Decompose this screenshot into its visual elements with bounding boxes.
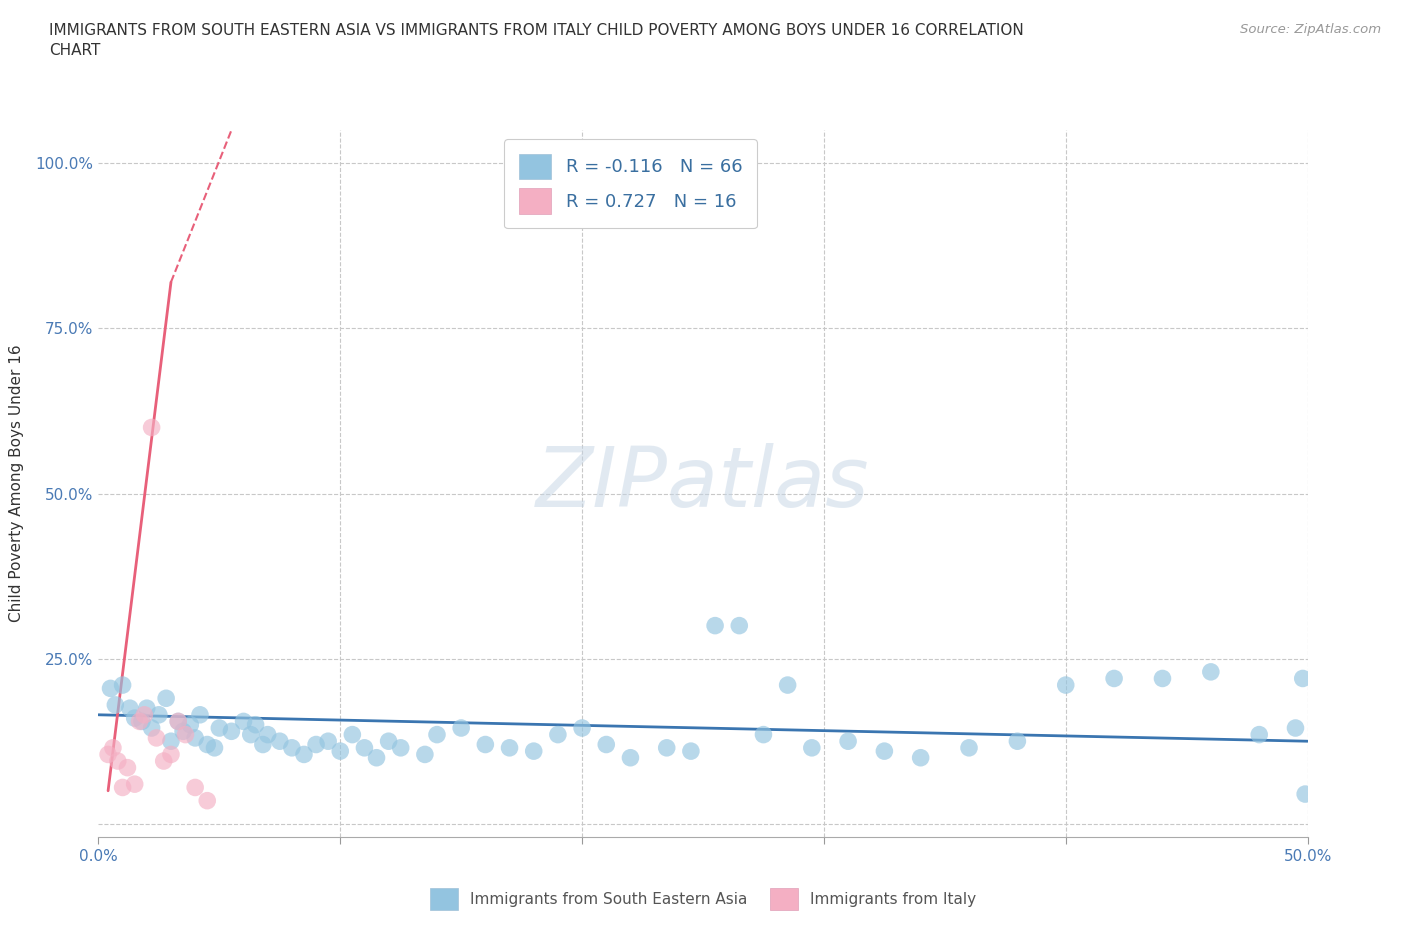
Point	[752, 727, 775, 742]
Point	[221, 724, 243, 738]
Point	[305, 737, 328, 752]
Point	[281, 740, 304, 755]
Legend: R = -0.116   N = 66, R = 0.727   N = 16: R = -0.116 N = 66, R = 0.727 N = 16	[505, 140, 756, 228]
Point	[141, 420, 163, 435]
Point	[366, 751, 388, 765]
Point	[134, 708, 156, 723]
Point	[100, 681, 122, 696]
Point	[342, 727, 364, 742]
Y-axis label: Child Poverty Among Boys Under 16: Child Poverty Among Boys Under 16	[10, 345, 24, 622]
Point	[547, 727, 569, 742]
Point	[184, 780, 207, 795]
Point	[252, 737, 274, 752]
Point	[413, 747, 436, 762]
Point	[679, 744, 702, 759]
Point	[873, 744, 896, 759]
Point	[1152, 671, 1174, 686]
Point	[523, 744, 546, 759]
Point	[117, 760, 139, 775]
Point	[1292, 671, 1315, 686]
Point	[104, 698, 127, 712]
Text: ZIPatlas: ZIPatlas	[536, 443, 870, 525]
Point	[256, 727, 278, 742]
Point	[135, 700, 157, 715]
Point	[800, 740, 823, 755]
Point	[957, 740, 980, 755]
Point	[776, 678, 799, 693]
Point	[232, 714, 254, 729]
Point	[353, 740, 375, 755]
Point	[498, 740, 520, 755]
Point	[97, 747, 120, 762]
Point	[910, 751, 932, 765]
Point	[131, 714, 153, 729]
Point	[188, 708, 211, 723]
Point	[107, 753, 129, 768]
Point	[595, 737, 617, 752]
Point	[174, 727, 197, 742]
Point	[141, 721, 163, 736]
Point	[152, 753, 174, 768]
Point	[184, 730, 207, 745]
Point	[208, 721, 231, 736]
Legend: Immigrants from South Eastern Asia, Immigrants from Italy: Immigrants from South Eastern Asia, Immi…	[422, 881, 984, 918]
Point	[619, 751, 641, 765]
Point	[101, 740, 124, 755]
Point	[474, 737, 496, 752]
Point	[450, 721, 472, 736]
Point	[195, 793, 218, 808]
Point	[239, 727, 262, 742]
Point	[426, 727, 449, 742]
Point	[571, 721, 593, 736]
Text: IMMIGRANTS FROM SOUTH EASTERN ASIA VS IMMIGRANTS FROM ITALY CHILD POVERTY AMONG : IMMIGRANTS FROM SOUTH EASTERN ASIA VS IM…	[49, 23, 1024, 58]
Point	[167, 714, 190, 729]
Point	[329, 744, 352, 759]
Point	[1199, 664, 1222, 679]
Point	[704, 618, 727, 633]
Point	[111, 780, 134, 795]
Point	[389, 740, 412, 755]
Point	[1294, 787, 1316, 802]
Point	[160, 734, 183, 749]
Point	[377, 734, 399, 749]
Point	[124, 777, 146, 791]
Point	[1007, 734, 1029, 749]
Point	[316, 734, 339, 749]
Point	[655, 740, 678, 755]
Point	[837, 734, 859, 749]
Text: Source: ZipAtlas.com: Source: ZipAtlas.com	[1240, 23, 1381, 36]
Point	[245, 717, 267, 732]
Point	[1284, 721, 1306, 736]
Point	[145, 730, 167, 745]
Point	[195, 737, 218, 752]
Point	[269, 734, 291, 749]
Point	[292, 747, 315, 762]
Point	[111, 678, 134, 693]
Point	[1102, 671, 1125, 686]
Point	[160, 747, 183, 762]
Point	[128, 714, 150, 729]
Point	[155, 691, 177, 706]
Point	[148, 708, 170, 723]
Point	[1249, 727, 1271, 742]
Point	[124, 711, 146, 725]
Point	[728, 618, 751, 633]
Point	[1054, 678, 1077, 693]
Point	[172, 724, 194, 738]
Point	[118, 700, 141, 715]
Point	[204, 740, 226, 755]
Point	[167, 714, 190, 729]
Point	[179, 717, 201, 732]
